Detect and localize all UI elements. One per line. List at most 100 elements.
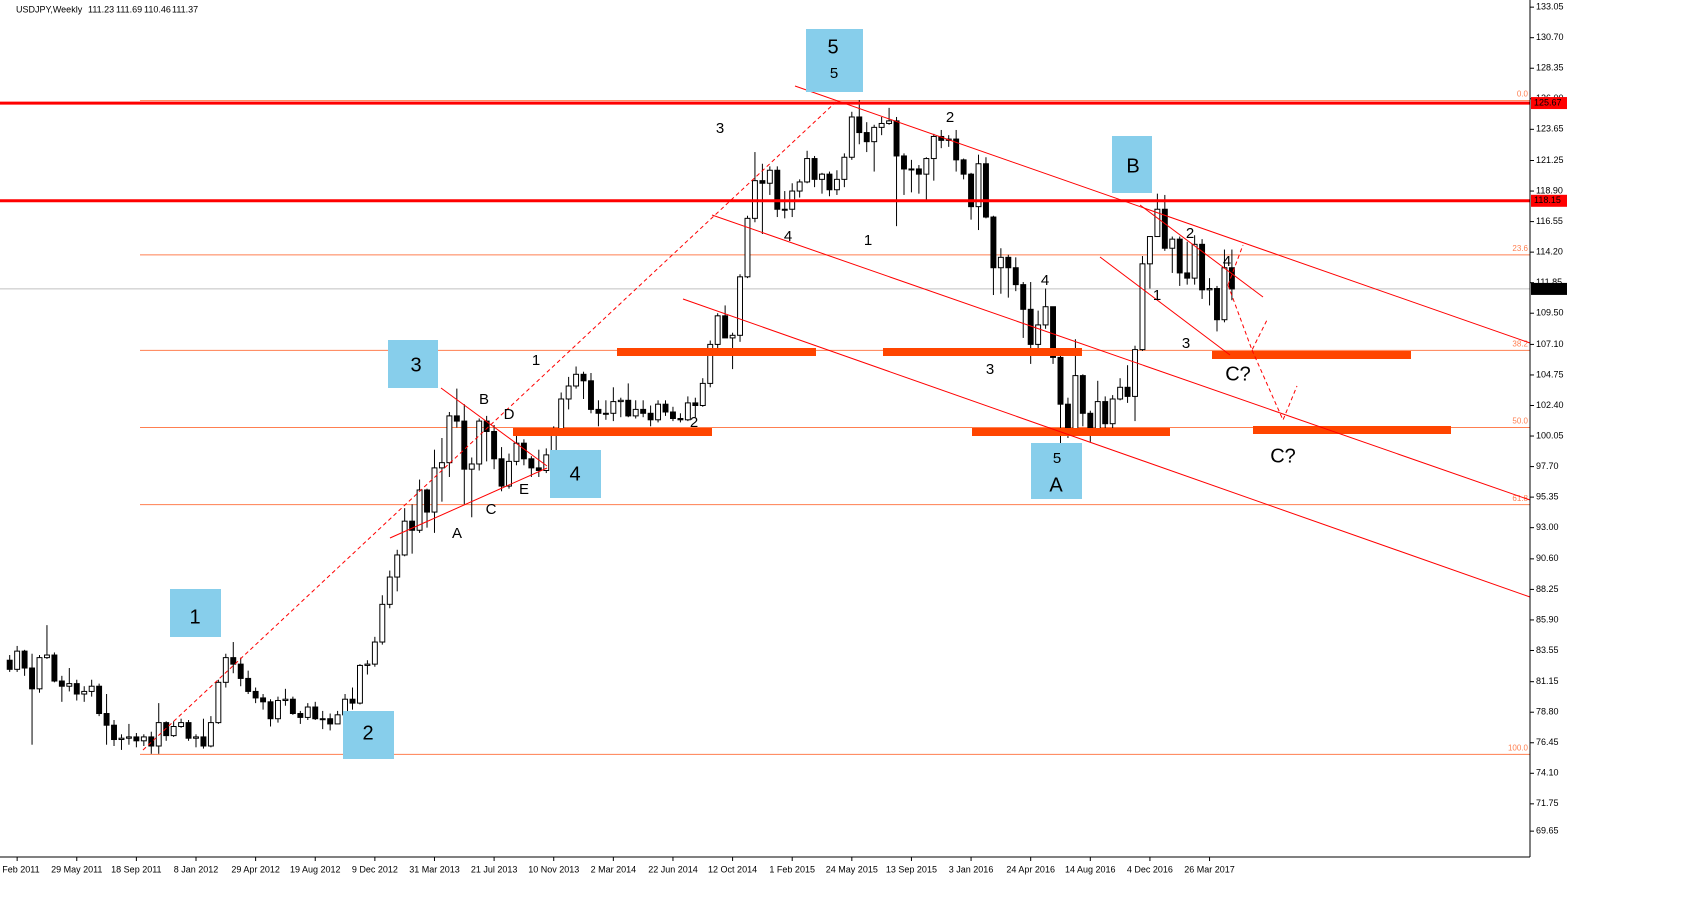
x-tick-label: 19 Aug 2012 xyxy=(290,864,341,874)
candle-body xyxy=(886,120,893,124)
candle-body xyxy=(207,722,214,747)
candle-body xyxy=(1191,243,1198,279)
y-tick-label: 111.85 xyxy=(1536,277,1562,287)
candle-body xyxy=(617,399,624,403)
candle-body xyxy=(416,489,423,531)
y-tick-label: 102.40 xyxy=(1536,400,1564,410)
wave-label: 2 xyxy=(946,109,954,126)
candle-body xyxy=(1109,398,1116,425)
candle-body xyxy=(804,158,811,183)
x-tick-label: 6 Feb 2011 xyxy=(0,864,40,874)
candle-body xyxy=(275,700,281,720)
candle-body xyxy=(1206,288,1213,291)
candle-body xyxy=(1169,238,1176,249)
plot-area: 0.0 23.6 38.2 50.0 61.8 100.0 xyxy=(0,90,1530,755)
wave-label: 5 xyxy=(830,65,838,82)
candle-body xyxy=(729,334,736,339)
candle-body xyxy=(1161,208,1168,249)
candle-body xyxy=(468,463,475,470)
wave-label: 2 xyxy=(362,722,373,744)
y-tick-label: 123.65 xyxy=(1536,124,1564,134)
axes: 133.05130.70128.35126.00123.65121.25118.… xyxy=(0,0,1567,874)
candle-body xyxy=(103,713,110,726)
candle-body xyxy=(1042,306,1049,326)
chart-title: USDJPY,Weekly xyxy=(16,4,83,14)
candle-body xyxy=(1184,272,1191,279)
x-tick-label: 9 Dec 2012 xyxy=(352,864,398,874)
fib-label: 23.6 xyxy=(1512,244,1528,253)
candle-body xyxy=(968,173,975,208)
y-tick-label: 81.15 xyxy=(1536,676,1559,686)
wave-label: 3 xyxy=(986,361,994,378)
candle-body xyxy=(893,120,900,157)
candle-body xyxy=(386,576,393,605)
x-tick-label: 10 Nov 2013 xyxy=(528,864,579,874)
trendline xyxy=(711,214,1531,501)
candle-body xyxy=(707,343,714,384)
candle-body xyxy=(759,180,766,184)
zone xyxy=(617,348,816,356)
y-tick-label: 133.05 xyxy=(1536,2,1564,12)
candle-body xyxy=(863,132,870,143)
fib-label: 100.0 xyxy=(1508,743,1529,752)
ohlc-value: 110.46 xyxy=(144,4,171,14)
candle-body xyxy=(766,169,773,184)
price-tag-label: 111.37 xyxy=(1534,283,1560,293)
candle-body xyxy=(58,680,65,687)
x-tick-label: 18 Sep 2011 xyxy=(111,864,161,874)
candle-body xyxy=(170,726,177,737)
x-tick-label: 24 May 2015 xyxy=(826,864,878,874)
fib-label: 50.0 xyxy=(1512,417,1528,426)
candle-body xyxy=(1214,288,1220,321)
candle-body xyxy=(289,698,296,715)
y-tick-label: 118.90 xyxy=(1536,185,1563,195)
wave-label: 2 xyxy=(1186,225,1194,242)
y-tick-label: 95.35 xyxy=(1536,491,1559,501)
candle-body xyxy=(774,169,781,210)
y-tick-label: 90.60 xyxy=(1536,553,1559,563)
candle-body xyxy=(1057,356,1064,405)
wave-label: 1 xyxy=(864,232,872,249)
x-tick-label: 1 Feb 2015 xyxy=(769,864,815,874)
wave-label: A xyxy=(452,525,462,542)
y-tick-label: 121.25 xyxy=(1536,155,1564,165)
trendlines xyxy=(142,85,1531,751)
candle-body xyxy=(461,420,468,470)
candle-body xyxy=(1117,386,1124,400)
wave-label: E xyxy=(519,481,529,498)
candle-body xyxy=(632,408,639,417)
candle-body xyxy=(230,657,237,665)
x-tick-label: 8 Jan 2012 xyxy=(174,864,219,874)
candle-body xyxy=(125,736,132,739)
candle-body xyxy=(1221,267,1228,321)
candle-body xyxy=(364,663,371,666)
candle-body xyxy=(573,373,580,387)
y-tick-label: 78.80 xyxy=(1536,707,1559,717)
candle-body xyxy=(409,520,416,531)
candle-body xyxy=(848,116,855,158)
wave-box xyxy=(343,711,394,759)
wave-label: C? xyxy=(1270,445,1296,467)
candle-body xyxy=(178,722,185,728)
y-tick-label: 74.10 xyxy=(1536,768,1559,778)
wave-label: 5 xyxy=(827,36,838,58)
candle-body xyxy=(506,460,512,487)
candle-body xyxy=(826,173,833,191)
wave-boxes xyxy=(170,29,1152,759)
candle-body xyxy=(588,380,594,410)
candle-body xyxy=(446,415,453,464)
candle-body xyxy=(163,722,170,737)
x-tick-label: 22 Jun 2014 xyxy=(648,864,698,874)
candle-body xyxy=(528,458,535,469)
candle-body xyxy=(543,454,550,471)
candle-body xyxy=(43,654,50,659)
wave-label: D xyxy=(504,406,515,423)
wave-label: 4 xyxy=(784,228,792,245)
candle-body xyxy=(6,659,13,670)
candle-body xyxy=(81,690,88,695)
ohlc-value: 111.23 xyxy=(88,4,114,14)
candle-body xyxy=(915,168,922,175)
price-tag-label: 118.15 xyxy=(1534,195,1561,205)
wave-box xyxy=(388,340,438,388)
candle-body xyxy=(714,315,721,345)
